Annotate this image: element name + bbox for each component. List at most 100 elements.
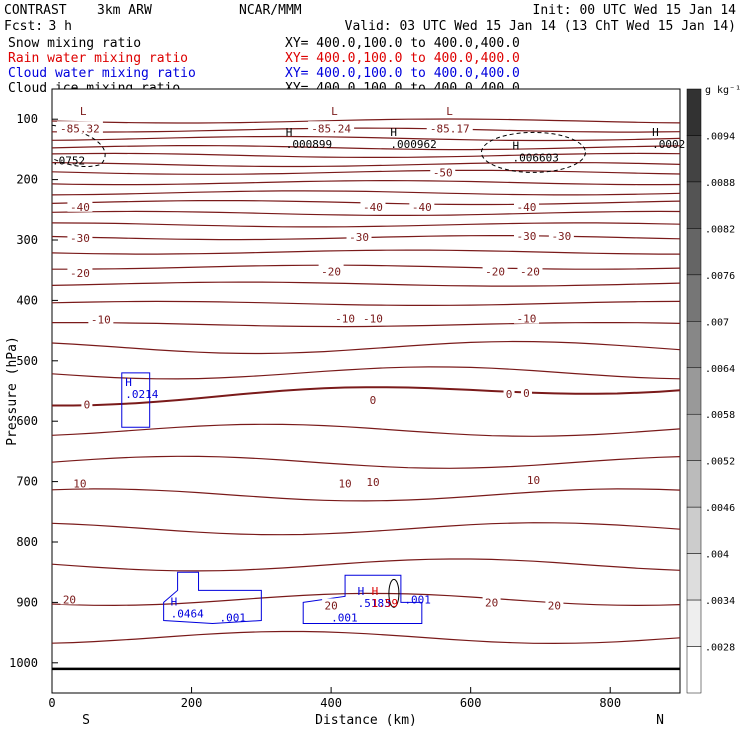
fcst-value: 3 h xyxy=(49,19,72,34)
field-name-2: Cloud water mixing ratio xyxy=(8,66,196,81)
label-backdrop xyxy=(363,475,382,488)
label-backdrop xyxy=(67,266,93,279)
y-tick-label: 400 xyxy=(16,293,38,307)
cloud-water-contour xyxy=(302,574,423,625)
colorbar-label: .0034 xyxy=(705,596,735,607)
contour-value-label: .001 xyxy=(331,612,358,625)
temperature-label: -20 xyxy=(520,265,540,278)
y-tick-label: 700 xyxy=(16,475,38,489)
temperature-contour xyxy=(51,118,681,124)
label-backdrop xyxy=(548,228,574,241)
temperature-label: 0 xyxy=(506,388,513,401)
temperature-label: -10 xyxy=(91,314,111,327)
colorbar-swatch xyxy=(686,413,702,461)
temperature-label: -85.17 xyxy=(430,122,470,135)
y-tick-label: 900 xyxy=(16,595,38,609)
colorbar-swatch xyxy=(686,274,702,322)
colorbar-label: .0094 xyxy=(705,131,735,142)
product-label: CONTRAST xyxy=(4,3,67,18)
label-backdrop xyxy=(367,393,379,406)
high-marker: H xyxy=(125,376,132,389)
temperature-label: -30 xyxy=(70,232,90,245)
low-marker: L xyxy=(80,105,87,118)
temperature-label: -40 xyxy=(363,201,383,214)
colorbar-swatch xyxy=(686,599,702,647)
high-marker: H xyxy=(372,585,379,598)
temperature-label: 0 xyxy=(84,398,91,411)
temperature-label: -10 xyxy=(363,313,383,326)
colorbar-label: .0082 xyxy=(705,224,735,235)
temperature-label: -40 xyxy=(412,201,432,214)
temperature-label: 20 xyxy=(324,599,337,612)
label-backdrop xyxy=(409,199,435,212)
temperature-label: 20 xyxy=(485,596,498,609)
temperature-contour xyxy=(51,281,681,287)
colorbar-label: .0088 xyxy=(705,178,735,189)
high-marker: H xyxy=(358,585,365,598)
valid-time: Valid: 03 UTC Wed 15 Jan 14 (13 ChT Wed … xyxy=(345,19,736,34)
temperature-contour xyxy=(51,592,681,607)
temperature-contour xyxy=(51,249,680,255)
temperature-label: 10 xyxy=(366,476,379,489)
field-xy-0: XY= 400.0,100.0 to 400.0,400.0 xyxy=(285,36,520,51)
colorbar-swatch xyxy=(686,553,702,601)
colorbar-swatch xyxy=(686,181,702,229)
temperature-label: -85.24 xyxy=(311,122,351,135)
x-tick-label: 400 xyxy=(320,696,342,710)
temperature-label: -30 xyxy=(517,230,537,243)
label-backdrop xyxy=(308,121,355,134)
label-backdrop xyxy=(503,387,515,400)
high-marker: H xyxy=(652,126,659,139)
y-tick-label: 200 xyxy=(16,173,38,187)
label-backdrop xyxy=(318,264,344,277)
marker-value: .0002 xyxy=(652,138,685,151)
temperature-label: -85.32 xyxy=(60,122,100,135)
label-backdrop xyxy=(513,228,539,241)
marker-value: 1.59 xyxy=(372,597,399,610)
marker-value: .006603 xyxy=(513,151,559,164)
fcst-label: Fcst: xyxy=(4,19,43,34)
high-marker: H xyxy=(513,139,520,152)
high-marker: H xyxy=(286,126,293,139)
temperature-contour xyxy=(51,127,681,133)
temperature-label: -10 xyxy=(517,313,537,326)
x-tick-label: 600 xyxy=(460,696,482,710)
temperature-contour xyxy=(52,386,681,407)
colorbar-label: .007 xyxy=(705,317,729,328)
y-tick-label: 500 xyxy=(16,354,38,368)
label-backdrop xyxy=(513,311,539,324)
temperature-contour xyxy=(52,264,681,270)
colorbar-swatch xyxy=(686,321,702,369)
marker-value: .000899 xyxy=(286,138,332,151)
label-backdrop xyxy=(430,165,456,178)
colorbar-swatch xyxy=(686,88,702,136)
temperature-contour xyxy=(51,340,681,355)
temperature-contour xyxy=(51,210,681,216)
snow-contour xyxy=(480,131,586,173)
label-backdrop xyxy=(81,397,93,410)
cloud-water-contour xyxy=(163,571,262,625)
colorbar-label: .0046 xyxy=(705,503,735,514)
label-backdrop xyxy=(360,311,386,324)
temperature-label: -20 xyxy=(70,267,90,280)
temperature-contour xyxy=(51,161,681,168)
colorbar-swatch xyxy=(686,460,702,508)
y-tick-label: 600 xyxy=(16,414,38,428)
label-backdrop xyxy=(332,311,358,324)
temperature-label: 20 xyxy=(63,593,76,606)
temperature-contour xyxy=(51,630,681,645)
label-backdrop xyxy=(56,121,103,134)
temperature-contour xyxy=(51,169,681,175)
marker-value: .000962 xyxy=(390,138,436,151)
colorbar-label: .0064 xyxy=(705,364,735,375)
temperature-label: -20 xyxy=(321,265,341,278)
temperature-contour xyxy=(51,179,681,186)
x-tick-label: 200 xyxy=(181,696,203,710)
temperature-label: 0 xyxy=(370,394,377,407)
colorbar: .0094 .0088 .0082 .0076 .007 .0064 .0058 .0052.… xyxy=(686,85,740,694)
label-backdrop xyxy=(545,598,564,611)
field-legend: Snow mixing ratio XY= 400.0,100.0 to 400.… xyxy=(8,36,520,96)
south-label: S xyxy=(82,713,90,728)
label-backdrop xyxy=(360,199,386,212)
colorbar-label: .0028 xyxy=(705,643,735,654)
